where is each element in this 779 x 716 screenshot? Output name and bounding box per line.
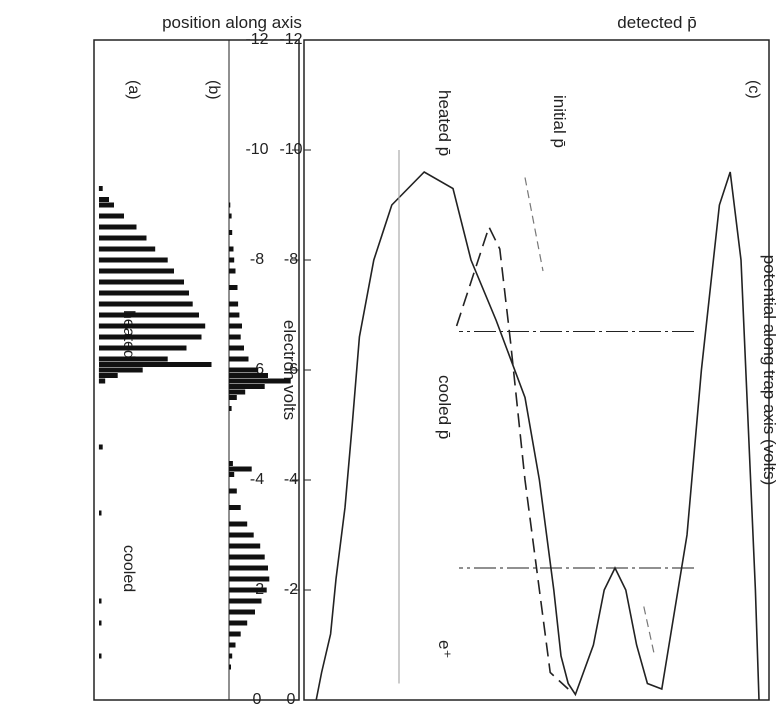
panel-b-bin-26: [229, 532, 254, 538]
annotation-cooled: cooled: [120, 545, 137, 592]
panel-b-bin-7: [228, 301, 239, 307]
curve-solid: [315, 170, 760, 701]
panel-c-x-tick-label-1: -2: [284, 581, 298, 598]
panel-a-bin-16: [98, 356, 168, 362]
panel-b-bin-8: [229, 312, 240, 318]
annotation-initial-pbar: initial p̄: [550, 95, 569, 148]
panel-b-bin-37: [228, 653, 233, 659]
panel-c-x-tick-label-3: -6: [284, 361, 298, 378]
panel-label-c: (c): [745, 80, 762, 99]
panel-a-bin-9: [99, 279, 184, 285]
panel-b-bin-12: [229, 356, 249, 362]
panel-b-bin-29: [229, 565, 268, 571]
annotation-cooled-pbar: cooled p̄: [435, 375, 454, 439]
panel-c-curves: [315, 150, 760, 701]
panel-a-bin-15: [99, 345, 187, 351]
panel-a-bin-10: [99, 290, 189, 296]
panel-a-bin-0: [98, 186, 103, 191]
panel-b-bin-4: [229, 257, 235, 263]
y-axis-label-detected: detected p̄: [617, 13, 696, 32]
panel-a-bin-20: [98, 378, 106, 384]
panel-b-bin-1: [228, 213, 232, 219]
panel-a-bin-11: [98, 301, 193, 307]
panel-a-bin-4: [99, 224, 137, 230]
panel-a-bin-5: [99, 235, 147, 241]
panel-ab-x-tick-label-0: 0: [253, 691, 262, 708]
panel-b-bin-14: [229, 373, 268, 378]
panel-b-bin-19: [228, 406, 232, 411]
panel-a-bin-24: [99, 620, 102, 626]
panel-b-bin-36: [229, 642, 236, 648]
panel-a-bin-25: [99, 653, 102, 659]
panel-b-bin-27: [229, 543, 261, 549]
panel-b-bin-18: [228, 395, 237, 400]
y-axis-label-position: position along axis: [162, 13, 302, 32]
panel-c-x-tick-label-4: -8: [284, 251, 298, 268]
panel-c-ticks: 0 -2 -4 -6 -8 -10 -12: [279, 31, 311, 708]
panel-b-bin-3: [228, 246, 234, 252]
panel-b-bin-34: [229, 620, 248, 626]
panel-b-bin-21: [228, 466, 252, 472]
panel-a-bin-12: [99, 312, 199, 318]
panel-b-bin-22: [229, 472, 235, 477]
panel-ab-x-tick-label-2: -4: [250, 471, 264, 488]
panel-b-bin-38: [229, 664, 231, 670]
panel-b-bin-33: [229, 609, 255, 615]
panel-c-x-tick-label-6: -12: [279, 31, 302, 48]
panel-b-bin-30: [228, 576, 270, 582]
panel-a-bin-17: [99, 362, 212, 367]
panel-a-bin-21: [98, 444, 103, 450]
panel-b-bin-6: [229, 285, 238, 290]
panel-b-bin-9: [229, 323, 242, 329]
panel-a-bin-2: [99, 202, 114, 208]
panel-ab-x-tick-label-5: -10: [245, 141, 268, 158]
panel-c-x-tick-label-2: -4: [284, 471, 298, 488]
panel-c-xlabel: potential along trap axis (volts): [760, 255, 779, 486]
panel-a-bin-8: [99, 268, 174, 274]
panel-b-bin-32: [229, 598, 262, 604]
panel-a-bin-14: [99, 334, 202, 340]
panel-b-bin-17: [228, 389, 246, 395]
panel-label-a: (a): [125, 80, 142, 100]
panel-a-bin-13: [98, 323, 206, 329]
panel-a-bin-19: [98, 373, 118, 378]
panel-b-bin-5: [229, 268, 236, 274]
panel-a-bin-22: [99, 510, 102, 516]
panel-b-bin-20: [229, 461, 233, 466]
curve-dashed: [455, 224, 569, 690]
panel-c-frame: [303, 39, 770, 701]
panel-a-bin-6: [98, 246, 156, 252]
panel-b-bin-15: [228, 378, 291, 384]
panel-b-bin-13: [228, 367, 259, 373]
panel-a-bin-23: [99, 598, 102, 604]
panel-b-bin-24: [229, 505, 241, 510]
panel-b-histogram: [228, 202, 291, 670]
panel-a-bin-18: [98, 367, 143, 373]
panel-b-bin-28: [228, 554, 265, 560]
panel-b-bin-23: [228, 488, 237, 494]
panel-c-x-tick-label-0: 0: [287, 691, 296, 708]
annotation-arrow-1: [643, 606, 656, 657]
panel-a-bin-3: [99, 213, 124, 219]
panel-b-bin-25: [229, 521, 248, 527]
panel-b-bin-31: [229, 587, 267, 593]
panel-a-histogram: [98, 186, 212, 659]
annotation-arrow-0: [524, 177, 544, 272]
x-axis-label: electron volts: [280, 320, 299, 420]
panel-c-x-tick-label-5: -10: [279, 141, 302, 158]
panel-a-bin-7: [98, 257, 168, 263]
panel-b-bin-2: [228, 230, 233, 235]
panel-a-bin-1: [99, 197, 109, 202]
panel-ab-x-tick-label-6: -12: [245, 31, 268, 48]
panel-ab-x-tick-label-4: -8: [250, 251, 264, 268]
panel-b-bin-35: [229, 631, 241, 637]
panel-label-b: (b): [205, 80, 222, 100]
panel-b-bin-0: [228, 202, 231, 208]
annotation-positron: e⁺: [435, 640, 454, 658]
panel-b-bin-10: [229, 334, 241, 340]
panel-b-bin-11: [229, 345, 244, 351]
annotation-heated-pbar: heated p̄: [435, 90, 454, 156]
panel-b-bin-16: [228, 384, 265, 389]
